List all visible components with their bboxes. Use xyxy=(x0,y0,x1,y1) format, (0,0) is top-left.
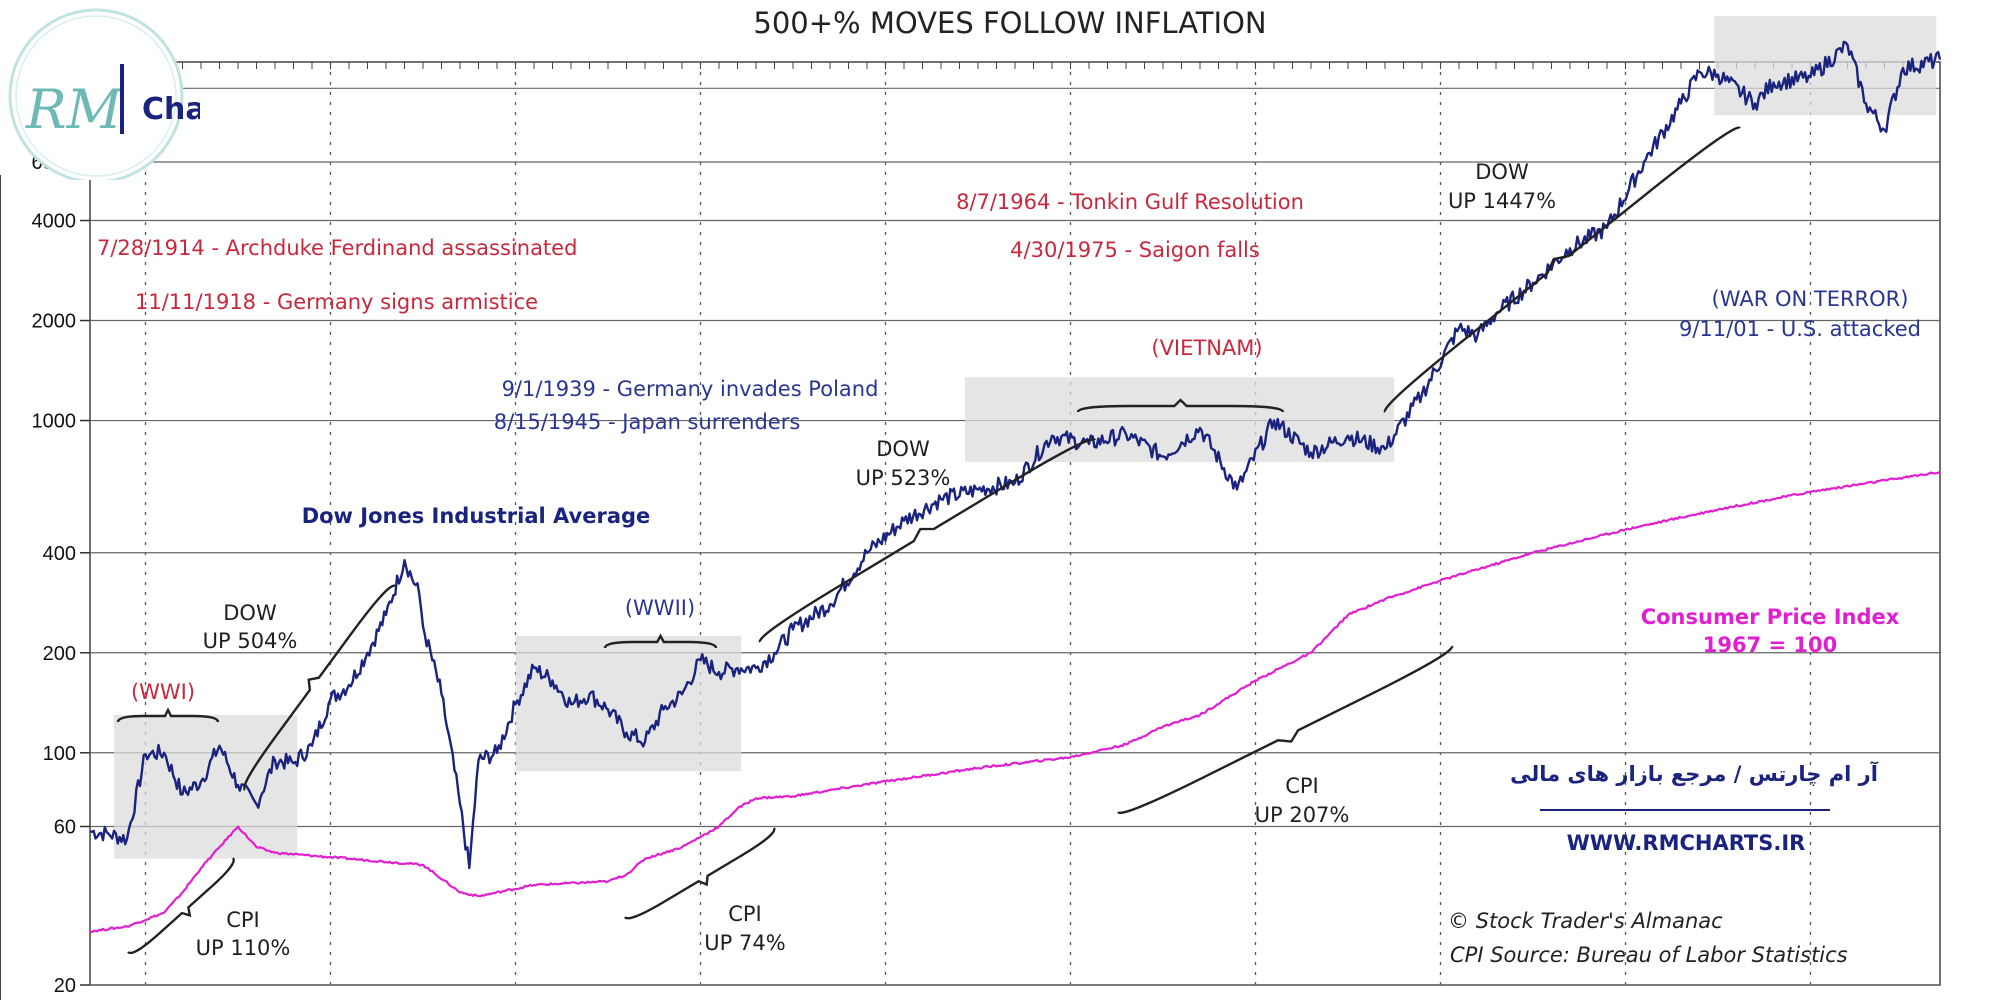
archduke-annotation: 7/28/1914 - Archduke Ferdinand assassina… xyxy=(97,236,577,260)
cpi3-change: UP 207% xyxy=(1255,803,1350,827)
wwi-label: (WWI) xyxy=(131,680,195,704)
dow1-change: UP 504% xyxy=(203,629,298,653)
sep11-annotation: 9/11/01 - U.S. attacked xyxy=(1679,317,1921,341)
persian-brand-text: آر ام چارتس / مرجع بازار های مالی xyxy=(1510,761,1879,786)
copyright-text: © Stock Trader's Almanac xyxy=(1448,909,1723,933)
poland-annotation: 9/1/1939 - Germany invades Poland xyxy=(502,377,879,401)
website-text: WWW.RMCHARTS.IR xyxy=(1567,831,1806,855)
dow1-bracket xyxy=(243,584,396,791)
cpi3-bracket xyxy=(1116,645,1454,814)
cpi3-label: CPI xyxy=(1285,774,1319,798)
war-on-terror-label: (WAR ON TERROR) xyxy=(1712,287,1909,311)
logo-script-text: RM xyxy=(25,78,124,141)
series-layer xyxy=(89,40,1942,934)
dow3-change: UP 1447% xyxy=(1448,189,1556,213)
cpi-series-label: Consumer Price Index xyxy=(1641,605,1900,629)
djia-series-label: Dow Jones Industrial Average xyxy=(302,504,651,528)
cpi-series-line xyxy=(89,470,1941,934)
wwii-shade xyxy=(515,635,742,772)
cpi2-change: UP 74% xyxy=(704,931,785,955)
rmcharts-logo: RM Charts xyxy=(8,8,200,180)
grid xyxy=(0,61,1941,1000)
logo-inner-ring xyxy=(15,15,177,177)
y-tick-label: 100 xyxy=(43,743,76,765)
dow3-label: DOW xyxy=(1475,160,1529,184)
y-tick-label: 4000 xyxy=(32,211,77,233)
dow2-bracket xyxy=(758,438,1097,643)
y-tick-label: 200 xyxy=(43,643,76,665)
saigon-annotation: 4/30/1975 - Saigon falls xyxy=(1010,238,1260,262)
cpi1-change: UP 110% xyxy=(196,936,291,960)
cpi2-label: CPI xyxy=(728,902,762,926)
y-tick-label: 2000 xyxy=(32,311,77,333)
y-tick-label: 20 xyxy=(54,975,76,997)
y-tick-label: 60 xyxy=(54,816,76,838)
armistice-annotation: 11/11/1918 - Germany signs armistice xyxy=(135,290,538,314)
wwii-brace xyxy=(603,633,718,649)
chart-title: 500+% MOVES FOLLOW INFLATION xyxy=(753,6,1266,40)
y-axis: 20601002004001000200040006000 xyxy=(32,87,90,997)
cpi-base-label: 1967 = 100 xyxy=(1703,633,1838,657)
tonkin-annotation: 8/7/1964 - Tonkin Gulf Resolution xyxy=(956,190,1304,214)
cpi1-label: CPI xyxy=(226,908,260,932)
dow3-bracket xyxy=(1383,126,1742,414)
cpi1-bracket xyxy=(127,857,235,955)
y-tick-label: 1000 xyxy=(32,411,77,433)
logo-ring xyxy=(8,8,184,180)
cpi2-bracket xyxy=(623,827,776,920)
dow2-label: DOW xyxy=(876,437,930,461)
war-period-shading xyxy=(114,16,1937,859)
dow2-change: UP 523% xyxy=(856,466,951,490)
bracket-layer xyxy=(116,126,1742,955)
y-tick-label: 400 xyxy=(43,543,76,565)
dow1-label: DOW xyxy=(223,601,277,625)
vietnam-label: (VIETNAM) xyxy=(1151,336,1262,360)
logo-brand-text: Charts xyxy=(142,92,200,127)
dow-series-line xyxy=(89,40,1942,870)
cpi-source-text: CPI Source: Bureau of Labor Statistics xyxy=(1450,943,1848,967)
wwi-shade xyxy=(114,714,298,859)
japan-annotation: 8/15/1945 - Japan surrenders xyxy=(494,410,801,434)
vietnam-brace xyxy=(1076,398,1285,413)
wwi-brace xyxy=(116,707,220,723)
wwii-label: (WWII) xyxy=(625,596,695,620)
